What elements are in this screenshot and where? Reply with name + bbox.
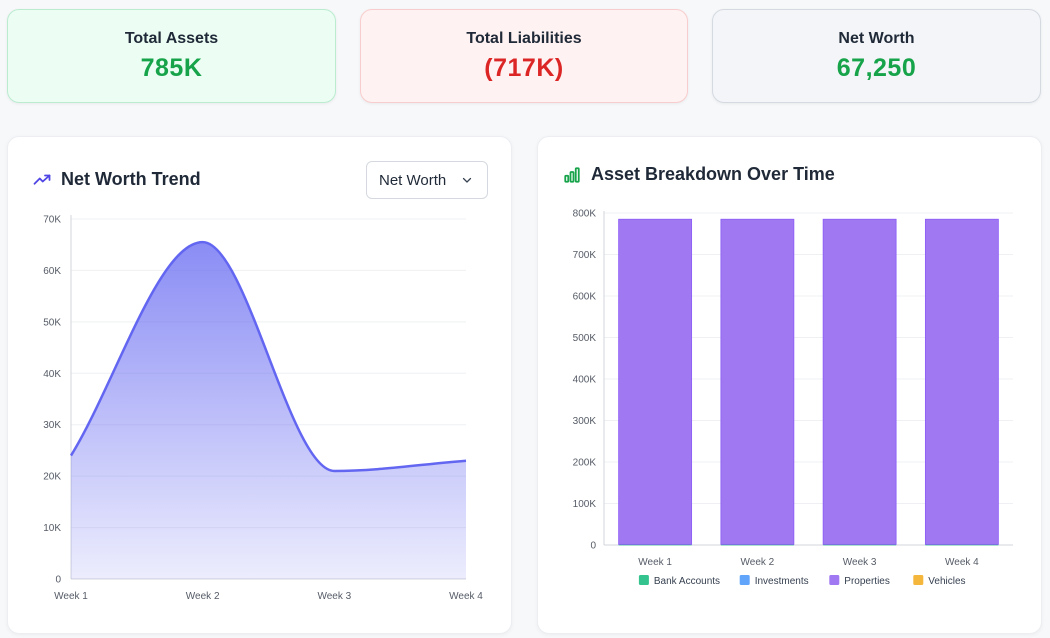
y-tick-label: 10K <box>43 523 61 534</box>
total-liabilities-card: Total Liabilities (717K) <box>360 9 688 103</box>
x-tick-label: Week 1 <box>54 591 88 602</box>
y-tick-label: 50K <box>43 317 61 328</box>
bar-bank-accounts <box>720 544 794 546</box>
asset-breakdown-title-text: Asset Breakdown Over Time <box>591 164 835 184</box>
legend-swatch <box>829 575 840 585</box>
x-tick-label: Week 3 <box>317 591 351 602</box>
y-tick-label: 800K <box>573 209 597 220</box>
y-tick-label: 100K <box>573 499 597 510</box>
y-tick-label: 20K <box>43 472 61 483</box>
y-tick-label: 40K <box>43 369 61 380</box>
asset-breakdown-card: 0 100K 200K 300K 400K 500K 600K 700K 800K Week 1 W… <box>537 136 1042 634</box>
legend-label: Investments <box>755 576 809 587</box>
net-worth-trend-title: Net Worth Trend <box>33 169 201 190</box>
metric-select-value: Net Worth <box>379 171 447 189</box>
x-tick-label: Week 4 <box>945 557 979 568</box>
legend-label: Vehicles <box>928 576 965 587</box>
chevron-down-icon <box>462 177 472 183</box>
legend-label: Properties <box>844 576 890 587</box>
net-worth-line <box>69 240 467 473</box>
x-tick-label: Week 2 <box>186 591 220 602</box>
legend-label: Bank Accounts <box>654 576 720 587</box>
net-worth-label: Net Worth <box>838 30 915 47</box>
asset-breakdown-title: Asset Breakdown Over Time <box>563 164 835 185</box>
y-tick-label: 0 <box>590 541 596 552</box>
bar-properties <box>720 218 795 545</box>
y-tick-label: 400K <box>573 375 597 386</box>
legend-swatch <box>638 575 649 585</box>
y-tick-label: 600K <box>573 292 597 303</box>
y-tick-label: 0 <box>55 575 61 586</box>
net-worth-value: 67,250 <box>836 54 917 82</box>
legend-swatch <box>913 575 924 585</box>
bar-bank-accounts <box>925 544 999 546</box>
net-worth-trend-card: 0 10K 20K 30K 40K 50K 60K 70K Week 1 Week 2 Week 3… <box>7 136 512 634</box>
y-tick-label: 60K <box>43 266 61 277</box>
net-worth-trend-chart: 0 10K 20K 30K 40K 50K 60K 70K Week 1 Week 2 Week 3… <box>43 215 483 603</box>
y-tick-label: 30K <box>43 420 61 431</box>
total-assets-label: Total Assets <box>124 30 219 47</box>
metric-select[interactable]: Net Worth <box>366 161 488 199</box>
bar-properties <box>618 218 693 545</box>
bar-properties <box>924 218 999 545</box>
total-liabilities-value: (717K) <box>484 54 564 82</box>
legend-swatch <box>739 575 750 585</box>
total-liabilities-label: Total Liabilities <box>466 30 582 47</box>
asset-breakdown-chart: 0 100K 200K 300K 400K 500K 600K 700K 800K Week 1 W… <box>573 209 1013 587</box>
y-tick-label: 70K <box>43 215 61 226</box>
bar-properties <box>822 218 897 545</box>
bar-bank-accounts <box>823 544 897 546</box>
net-worth-trend-title-text: Net Worth Trend <box>61 169 201 189</box>
net-worth-area <box>71 242 466 579</box>
total-assets-card: Total Assets 785K <box>7 9 336 103</box>
bar-bank-accounts <box>618 544 692 546</box>
bar-chart-icon <box>564 166 580 183</box>
x-tick-label: Week 4 <box>449 591 483 602</box>
y-tick-label: 300K <box>573 416 597 427</box>
x-tick-label: Week 1 <box>638 557 672 568</box>
net-worth-card: Net Worth 67,250 <box>712 9 1041 103</box>
x-tick-label: Week 2 <box>741 557 775 568</box>
y-tick-label: 200K <box>573 458 597 469</box>
y-tick-label: 700K <box>573 250 597 261</box>
y-tick-label: 500K <box>573 333 597 344</box>
total-assets-value: 785K <box>140 54 203 82</box>
trending-up-icon <box>33 174 51 185</box>
x-tick-label: Week 3 <box>843 557 877 568</box>
